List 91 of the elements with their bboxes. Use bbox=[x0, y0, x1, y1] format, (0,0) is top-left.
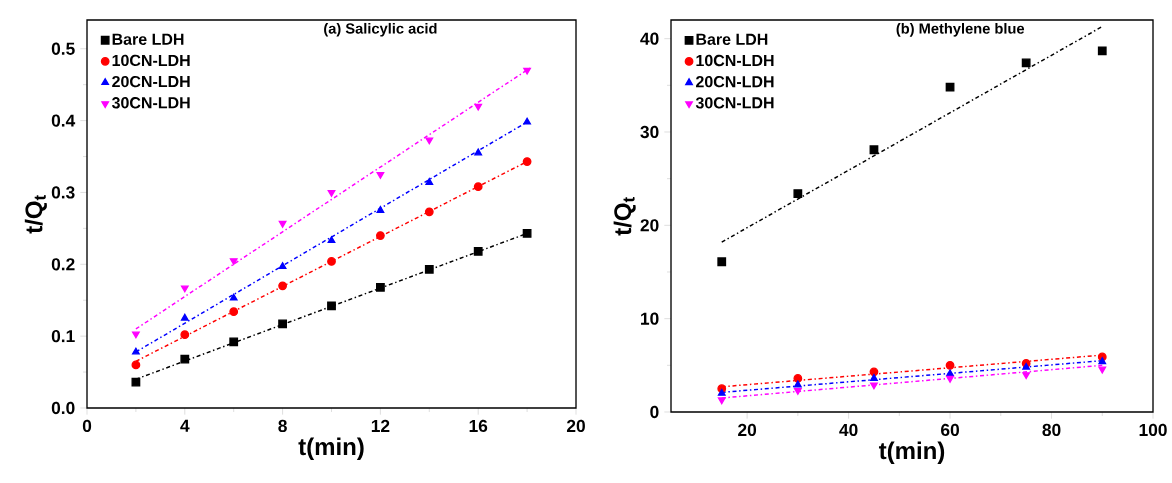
y-tick-label: 10 bbox=[641, 312, 659, 325]
x-tick-label: 8 bbox=[278, 419, 287, 433]
legend-label: 30CN-LDH bbox=[111, 97, 190, 109]
x-tick-label: 80 bbox=[1042, 423, 1061, 437]
point bbox=[180, 285, 189, 293]
point bbox=[717, 397, 726, 405]
y-tick-label: 0.1 bbox=[51, 330, 75, 343]
point bbox=[793, 380, 802, 388]
chart-title: (b) Methylene blue bbox=[896, 22, 1025, 37]
x-axis-title: t(min) bbox=[298, 437, 364, 460]
point bbox=[946, 375, 954, 383]
point bbox=[1097, 46, 1107, 56]
x-tick-label: 4 bbox=[180, 419, 190, 432]
point bbox=[523, 67, 531, 75]
point bbox=[180, 313, 189, 321]
point bbox=[278, 262, 287, 269]
point bbox=[717, 388, 726, 396]
x-tick-label: 12 bbox=[371, 419, 390, 432]
point bbox=[229, 293, 238, 301]
point bbox=[869, 145, 879, 155]
point bbox=[870, 382, 878, 390]
y-axis-title: t/Q$_{t}$ bbox=[24, 195, 47, 234]
legend-label: 20CN-LDH bbox=[112, 75, 190, 88]
point bbox=[278, 319, 288, 329]
x-tick-label: 16 bbox=[469, 419, 488, 433]
x-tick-label: 0 bbox=[82, 419, 92, 433]
point bbox=[522, 229, 532, 238]
point bbox=[945, 360, 955, 370]
y-axis-title: t/Q$_{t}$ bbox=[613, 197, 636, 236]
y-tick-label: 0 bbox=[650, 405, 659, 419]
point bbox=[870, 374, 878, 381]
point bbox=[523, 117, 531, 125]
y-tick-label: 0.2 bbox=[51, 258, 75, 271]
point bbox=[376, 282, 385, 292]
point bbox=[425, 137, 434, 145]
point bbox=[474, 148, 483, 156]
point bbox=[327, 301, 336, 311]
point bbox=[425, 177, 434, 185]
point bbox=[327, 189, 336, 197]
legend-label: 10CN-LDH bbox=[112, 54, 190, 67]
point bbox=[278, 220, 287, 228]
x-tick-label: 20 bbox=[566, 419, 585, 433]
y-tick-label: 20 bbox=[640, 219, 659, 232]
point bbox=[945, 82, 955, 92]
point bbox=[793, 374, 803, 383]
point bbox=[793, 388, 802, 395]
point bbox=[946, 369, 954, 377]
legend-label: 30CN-LDH bbox=[695, 97, 774, 109]
point bbox=[132, 347, 140, 355]
point bbox=[522, 157, 532, 166]
point bbox=[229, 307, 239, 317]
point bbox=[424, 264, 434, 274]
point bbox=[1022, 372, 1031, 380]
x-tick-label: 40 bbox=[839, 423, 858, 437]
y-tick-label: 0.5 bbox=[51, 42, 75, 55]
point bbox=[278, 281, 288, 291]
legend-label: 10CN-LDH bbox=[696, 54, 774, 67]
point bbox=[376, 171, 385, 179]
legend-label: 20CN-LDH bbox=[696, 76, 774, 88]
y-tick-label: 40 bbox=[640, 32, 659, 45]
point bbox=[180, 330, 190, 340]
legend-label: Bare LDH bbox=[696, 33, 768, 45]
point bbox=[474, 103, 483, 111]
point bbox=[1098, 366, 1107, 374]
point bbox=[424, 207, 434, 217]
point bbox=[327, 257, 336, 266]
point bbox=[376, 206, 385, 213]
point bbox=[131, 377, 141, 387]
point bbox=[793, 189, 803, 198]
point bbox=[376, 231, 385, 240]
point bbox=[180, 354, 190, 364]
point bbox=[229, 258, 238, 266]
chart-title: (a) Salicylic acid bbox=[324, 22, 437, 37]
point bbox=[327, 236, 336, 244]
legend-label: Bare LDH bbox=[112, 33, 184, 45]
point bbox=[229, 337, 239, 347]
x-tick-label: 60 bbox=[941, 423, 959, 437]
y-tick-label: 0.0 bbox=[51, 401, 75, 415]
point bbox=[1098, 357, 1107, 365]
point bbox=[717, 257, 727, 267]
y-tick-label: 30 bbox=[640, 125, 659, 139]
x-axis-title: t(min) bbox=[878, 441, 945, 464]
x-tick-label: 100 bbox=[1139, 423, 1167, 437]
point bbox=[131, 360, 141, 370]
point bbox=[473, 246, 483, 256]
y-tick-label: 0.4 bbox=[51, 114, 76, 127]
point bbox=[132, 331, 140, 339]
point bbox=[473, 182, 483, 192]
y-tick-label: 0.3 bbox=[51, 186, 75, 199]
point bbox=[1021, 58, 1031, 68]
x-tick-label: 20 bbox=[738, 423, 757, 437]
